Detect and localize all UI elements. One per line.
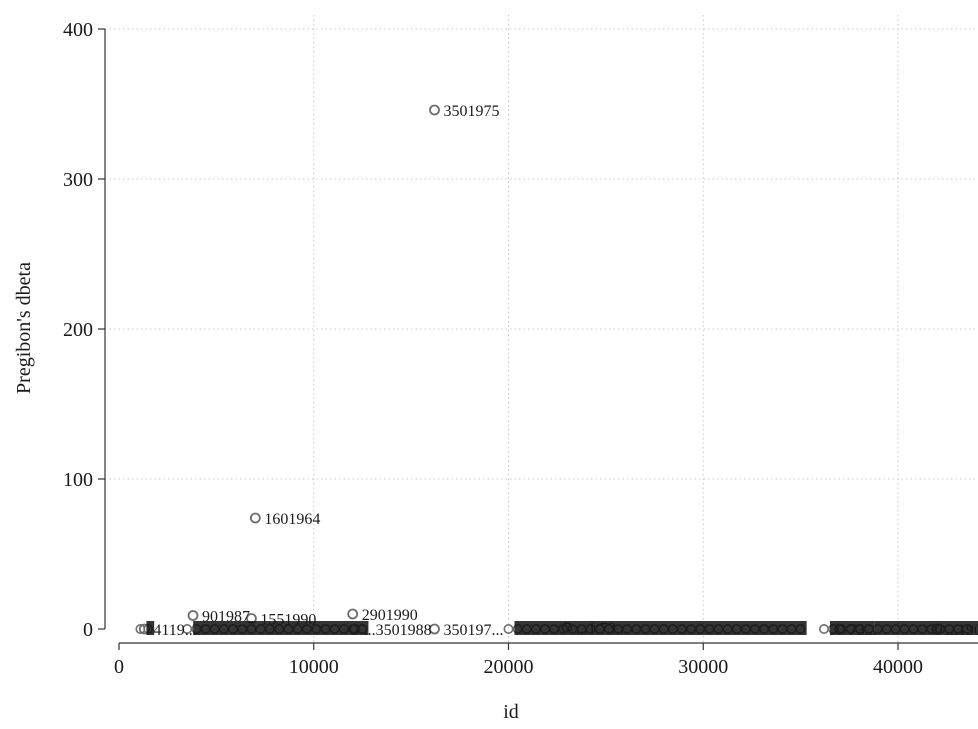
point-label: 350197... (443, 622, 503, 639)
label-overlap-band (829, 621, 875, 635)
x-tick-label: 0 (114, 656, 124, 678)
label-overlap-band (193, 621, 258, 635)
data-point (429, 623, 440, 635)
y-tick-label: 300 (63, 169, 93, 191)
point-label: ...1.73... (576, 621, 628, 638)
point-labels: 3501975 1601964 901987 2901990 1551990 4119..… (146, 103, 978, 639)
point-label: 2901990 (362, 607, 418, 624)
x-tick-label: 40000 (873, 656, 923, 678)
label-overlap-band (514, 621, 807, 635)
point-label: 1601964 (264, 511, 320, 528)
point-label: 73... (849, 622, 877, 639)
data-point (429, 104, 440, 116)
y-tick-label: 200 (63, 319, 93, 341)
y-tick-label: 0 (83, 619, 93, 641)
data-point (347, 608, 359, 620)
point-label: 901987 (202, 609, 250, 626)
point-label: ...1901... (946, 622, 978, 639)
data-point (249, 512, 261, 524)
y-tick-label: 100 (63, 469, 93, 491)
x-tick-label: 10000 (289, 656, 339, 678)
y-tick-label: 400 (63, 19, 93, 41)
data-point (818, 623, 829, 634)
x-tick-label: 30000 (678, 656, 728, 678)
grid-lines (105, 15, 978, 643)
point-label: ...3501988 (364, 622, 432, 639)
label-overlap-band (257, 621, 369, 635)
data-points (135, 104, 972, 635)
y-axis-title: Pregibon's dbeta (13, 262, 35, 394)
data-point (187, 610, 199, 621)
x-axis-title: id (503, 701, 519, 723)
point-label: 4119... (153, 622, 196, 639)
label-overlap-band (146, 621, 155, 635)
label-overlap-band (874, 621, 978, 635)
point-label: 3501975 (443, 103, 499, 120)
axes: 0 100 200 300 400 0 10000 20000 30000 40000 (63, 19, 978, 678)
point-label: 1551990 (260, 612, 316, 629)
x-tick-label: 20000 (484, 656, 534, 678)
